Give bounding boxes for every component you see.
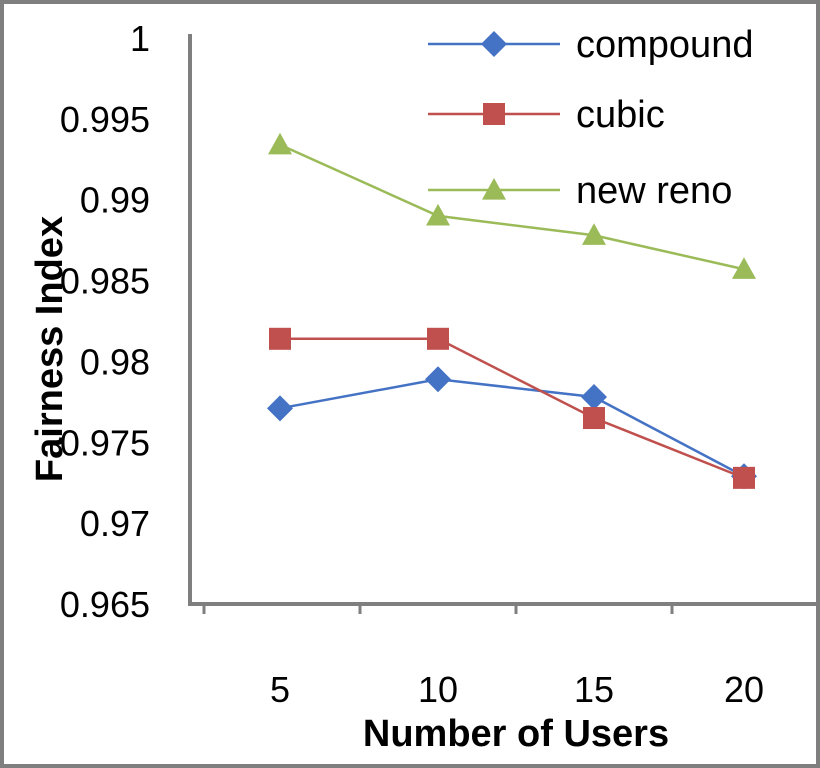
legend-item: cubic [428, 94, 665, 136]
data-point [427, 327, 449, 350]
y-tick-label: 1 [130, 18, 150, 59]
legend-marker [483, 103, 505, 125]
x-tick-label: 20 [724, 669, 764, 710]
data-point [269, 327, 291, 350]
data-point [732, 257, 756, 279]
data-point [581, 384, 607, 411]
series-compound [267, 366, 757, 490]
x-tick-marks [202, 604, 674, 614]
data-point [426, 203, 450, 226]
series-line [279, 377, 745, 478]
legend-marker [481, 31, 507, 57]
series-group [267, 132, 757, 490]
x-tick-label: 15 [574, 669, 614, 710]
data-point [583, 407, 605, 430]
axes [188, 34, 816, 606]
x-tick-label: 5 [270, 669, 290, 710]
data-point [267, 395, 293, 422]
legend-item: compound [428, 24, 753, 66]
series-line [279, 143, 745, 271]
legend-label: compound [576, 24, 753, 66]
data-point [582, 223, 606, 245]
y-tick-label: 0.97 [80, 503, 150, 544]
x-axis-title: Number of Users [363, 713, 669, 755]
data-point [425, 366, 451, 393]
y-tick-label: 0.985 [60, 261, 150, 302]
legend-label: new reno [576, 170, 732, 212]
legend-marker [482, 178, 506, 200]
legend-label: cubic [576, 94, 665, 136]
y-tick-label: 0.965 [60, 584, 150, 625]
y-axis-title: Fairness Index [29, 216, 71, 482]
series-new-reno [268, 132, 756, 279]
y-tick-labels: 0.965 0.97 0.975 0.98 0.985 0.99 0.995 1 [60, 18, 150, 625]
legend-item: new reno [428, 170, 732, 212]
y-tick-label: 0.995 [60, 99, 150, 140]
line-chart: 0.965 0.97 0.975 0.98 0.985 0.99 0.995 1 5 10 15 2… [29, 18, 816, 755]
data-point [733, 466, 755, 489]
series-line [280, 337, 745, 480]
series-cubic [269, 327, 755, 489]
data-point [268, 132, 292, 155]
x-tick-labels: 5 10 15 20 [270, 669, 764, 710]
y-tick-label: 0.98 [80, 341, 150, 382]
y-tick-label: 0.99 [80, 180, 150, 221]
legend: compound cubic new reno [428, 24, 753, 212]
y-tick-label: 0.975 [60, 422, 150, 463]
x-tick-label: 10 [418, 669, 458, 710]
